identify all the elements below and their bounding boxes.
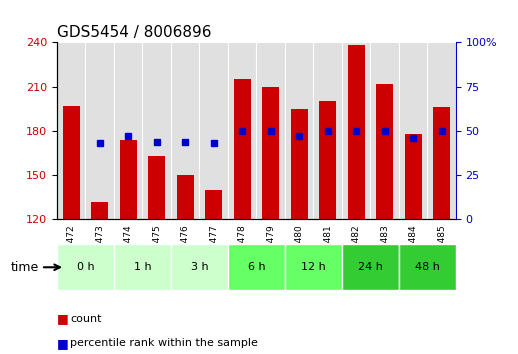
Text: 48 h: 48 h <box>415 262 440 272</box>
Text: GDS5454 / 8006896: GDS5454 / 8006896 <box>57 25 211 40</box>
Text: ■: ■ <box>57 312 69 325</box>
FancyBboxPatch shape <box>171 244 228 290</box>
FancyBboxPatch shape <box>142 42 171 219</box>
FancyBboxPatch shape <box>199 42 228 219</box>
Text: 3 h: 3 h <box>191 262 208 272</box>
Bar <box>234 79 251 219</box>
FancyBboxPatch shape <box>370 42 399 219</box>
FancyBboxPatch shape <box>427 42 456 219</box>
Bar <box>348 45 365 219</box>
Bar <box>177 175 194 219</box>
FancyBboxPatch shape <box>228 244 285 290</box>
Bar <box>120 140 137 219</box>
FancyBboxPatch shape <box>171 42 199 219</box>
Text: time: time <box>10 261 39 274</box>
Text: 12 h: 12 h <box>301 262 326 272</box>
Text: ■: ■ <box>57 337 69 350</box>
FancyBboxPatch shape <box>256 42 285 219</box>
FancyBboxPatch shape <box>285 42 313 219</box>
Text: 1 h: 1 h <box>134 262 151 272</box>
Text: 6 h: 6 h <box>248 262 265 272</box>
Text: 24 h: 24 h <box>358 262 383 272</box>
Text: 0 h: 0 h <box>77 262 94 272</box>
Bar <box>319 102 336 219</box>
FancyBboxPatch shape <box>342 244 399 290</box>
FancyBboxPatch shape <box>228 42 256 219</box>
Bar <box>433 107 450 219</box>
FancyBboxPatch shape <box>285 244 342 290</box>
FancyBboxPatch shape <box>57 42 85 219</box>
FancyBboxPatch shape <box>399 42 427 219</box>
FancyBboxPatch shape <box>57 244 114 290</box>
FancyBboxPatch shape <box>114 244 171 290</box>
FancyBboxPatch shape <box>313 42 342 219</box>
Bar <box>262 87 279 219</box>
FancyBboxPatch shape <box>85 42 114 219</box>
Bar <box>148 156 165 219</box>
FancyBboxPatch shape <box>114 42 142 219</box>
Bar <box>291 109 308 219</box>
Text: percentile rank within the sample: percentile rank within the sample <box>70 338 258 348</box>
Bar <box>205 190 222 219</box>
Bar <box>91 202 108 219</box>
Bar <box>376 84 393 219</box>
Bar <box>63 106 80 219</box>
Text: count: count <box>70 314 102 324</box>
FancyBboxPatch shape <box>342 42 370 219</box>
FancyBboxPatch shape <box>399 244 456 290</box>
Bar <box>405 134 422 219</box>
